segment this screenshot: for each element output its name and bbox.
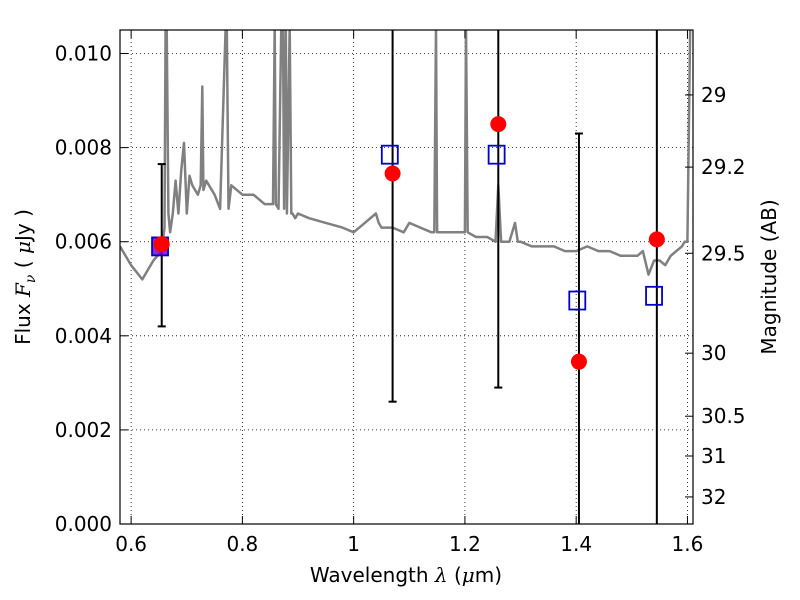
y-axis-label-unit-pre: ( <box>11 260 35 268</box>
x-axis-label-unit-post: m) <box>475 563 502 587</box>
x-tick-label: 1.4 <box>560 532 592 556</box>
x-axis-label-unit-mu: μ <box>462 563 475 587</box>
y2-axis-label: Magnitude (AB) <box>757 199 781 354</box>
observed-point <box>648 231 665 248</box>
observed-point <box>384 165 401 182</box>
errorbar-layer <box>157 30 658 524</box>
x-tick-label: 1.2 <box>449 532 481 556</box>
y2-tick-label: 32 <box>701 485 726 509</box>
y-axis-label-math-sub: ν <box>23 274 39 283</box>
y2-tick-label: 31 <box>701 444 726 468</box>
y-tick-label: 0.010 <box>55 42 112 66</box>
x-axis-label-unit-pre: ( <box>454 563 462 587</box>
y2-tick-label: 30 <box>701 341 726 365</box>
y-tick-label: 0.006 <box>55 230 112 254</box>
x-tick-label: 0.6 <box>115 532 147 556</box>
x-tick-label: 1 <box>347 532 360 556</box>
observed-point <box>570 353 587 370</box>
template-spectrum-layer <box>120 30 692 281</box>
x-axis-label-text: Wavelength <box>310 563 429 587</box>
y2-tick-label: 30.5 <box>701 404 746 428</box>
model-square-point <box>645 285 663 306</box>
y2-tick-label: 29 <box>701 83 726 107</box>
y-tick-label: 0.002 <box>55 418 112 442</box>
y-axis-label-math: F <box>11 282 35 298</box>
observed-point <box>153 236 170 253</box>
x-tick-label: 0.8 <box>226 532 258 556</box>
x-axis-label: Wavelength λ (μm) <box>310 563 502 587</box>
y-tick-label: 0.000 <box>55 512 112 536</box>
y-tick-label: 0.004 <box>55 324 112 348</box>
circle-marker-layer <box>153 116 665 370</box>
x-tick-label: 1.6 <box>672 532 704 556</box>
grid-layer <box>120 30 693 525</box>
y2-tick-label: 29.2 <box>701 155 746 179</box>
y-axis-label-unit-post: Jy ) <box>11 209 35 243</box>
plot-frame <box>119 29 694 525</box>
y2-tick-label: 29.5 <box>701 241 746 265</box>
y-tick-label: 0.008 <box>55 136 112 160</box>
observed-point <box>490 116 507 133</box>
model-square-point <box>487 144 506 165</box>
template-spectrum-line <box>120 30 692 281</box>
y-axis-label-text: Flux <box>11 303 35 345</box>
x-axis-label-math: λ <box>434 563 448 587</box>
tick-layer: 0.6 0.8 1 1.2 1.4 1.6 0.000 0.002 0.004 0.006 0.00… <box>55 30 746 556</box>
y-axis-label: Flux Fν ( μJy ) <box>11 209 39 345</box>
y-axis-label-unit-mu: μ <box>11 241 35 254</box>
model-square-point <box>380 144 399 165</box>
model-square-point <box>568 290 587 311</box>
